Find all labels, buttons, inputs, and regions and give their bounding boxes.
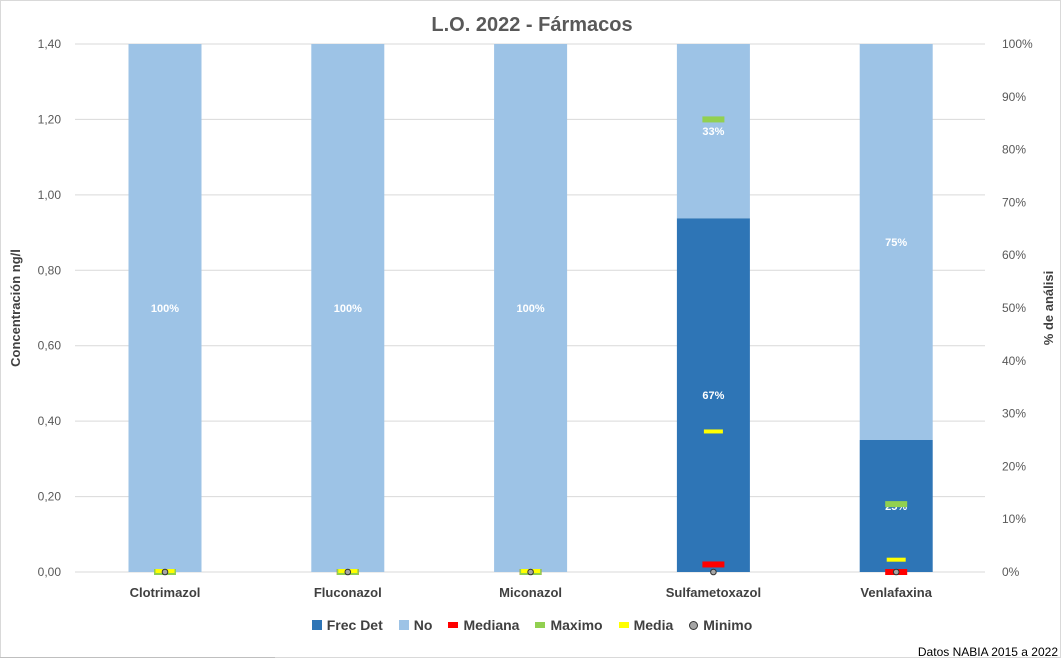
bar-frec-det bbox=[676, 218, 750, 573]
y-tick-label: 1,40 bbox=[38, 37, 62, 51]
legend-item: No bbox=[398, 617, 433, 633]
marker-minimo bbox=[527, 568, 534, 576]
y2-tick-label: 100% bbox=[1002, 37, 1033, 51]
divider bbox=[0, 657, 275, 658]
data-label: 33% bbox=[702, 126, 724, 138]
bar-no bbox=[128, 44, 202, 572]
marker-maximo bbox=[702, 116, 725, 123]
y-tick-label: 0,00 bbox=[38, 565, 62, 579]
y-tick-label: 1,00 bbox=[38, 188, 62, 202]
y-tick-label: 0,60 bbox=[38, 339, 62, 353]
y2-tick-label: 30% bbox=[1002, 407, 1026, 421]
marker-maximo bbox=[885, 501, 908, 508]
y2-axis-title: % de análisi bbox=[1041, 271, 1056, 345]
marker-minimo bbox=[161, 568, 169, 576]
legend-item: Frec Det bbox=[311, 617, 383, 633]
y2-tick-label: 70% bbox=[1002, 195, 1026, 209]
legend-item: Mediana bbox=[448, 617, 519, 633]
y2-tick-label: 80% bbox=[1002, 143, 1026, 157]
data-label: 67% bbox=[702, 390, 724, 402]
legend-swatch-icon bbox=[618, 622, 629, 628]
legend-item: Minimo bbox=[689, 617, 752, 633]
legend-item: Maximo bbox=[535, 617, 603, 633]
data-label: 100% bbox=[334, 303, 362, 315]
legend-swatch-icon bbox=[448, 622, 459, 628]
bar-no bbox=[311, 44, 385, 572]
category-label: Venlafaxina bbox=[860, 585, 932, 600]
data-label: 75% bbox=[885, 237, 907, 249]
category-label: Sulfametoxazol bbox=[666, 585, 761, 600]
legend-label: No bbox=[413, 617, 433, 633]
marker-media bbox=[703, 429, 723, 434]
legend-label: Minimo bbox=[703, 617, 753, 633]
legend-label: Maximo bbox=[550, 617, 603, 633]
y2-tick-label: 10% bbox=[1002, 512, 1026, 526]
legend: Frec Det No Mediana Maximo Media Minimo bbox=[0, 617, 1064, 633]
legend-label: Mediana bbox=[463, 617, 520, 633]
marker-minimo bbox=[892, 568, 900, 576]
y-tick-label: 0,80 bbox=[38, 263, 62, 277]
marker-minimo bbox=[710, 568, 717, 576]
y2-tick-label: 90% bbox=[1002, 90, 1026, 104]
data-label: 100% bbox=[517, 303, 545, 315]
marker-media bbox=[886, 557, 906, 562]
legend-swatch-icon bbox=[311, 620, 322, 630]
data-label: 100% bbox=[151, 303, 179, 315]
y-tick-label: 0,20 bbox=[38, 490, 62, 504]
y-axis-title: Concentración ng/l bbox=[8, 249, 23, 367]
category-label: Fluconazol bbox=[314, 585, 382, 600]
y2-tick-label: 50% bbox=[1002, 301, 1026, 315]
y2-tick-label: 20% bbox=[1002, 459, 1026, 473]
legend-item: Media bbox=[618, 617, 674, 633]
y2-tick-label: 60% bbox=[1002, 248, 1026, 262]
y-tick-label: 1,20 bbox=[38, 112, 62, 126]
category-label: Clotrimazol bbox=[130, 585, 201, 600]
legend-marker-circle-icon bbox=[689, 620, 699, 630]
category-label: Miconazol bbox=[499, 585, 562, 600]
legend-label: Frec Det bbox=[326, 617, 383, 633]
y2-tick-label: 0% bbox=[1002, 565, 1020, 579]
bar-no bbox=[494, 44, 568, 572]
marker-minimo bbox=[344, 568, 352, 576]
bar-no bbox=[859, 44, 933, 440]
source-note: Datos NABIA 2015 a 2022 bbox=[917, 645, 1058, 659]
legend-swatch-icon bbox=[398, 620, 409, 630]
bar-no bbox=[676, 44, 750, 219]
chart-title: L.O. 2022 - Fármacos bbox=[431, 14, 633, 36]
y-tick-label: 0,40 bbox=[38, 414, 62, 428]
legend-swatch-icon bbox=[535, 622, 546, 628]
marker-mediana bbox=[702, 561, 725, 568]
y2-tick-label: 40% bbox=[1002, 354, 1026, 368]
legend-label: Media bbox=[633, 617, 674, 633]
